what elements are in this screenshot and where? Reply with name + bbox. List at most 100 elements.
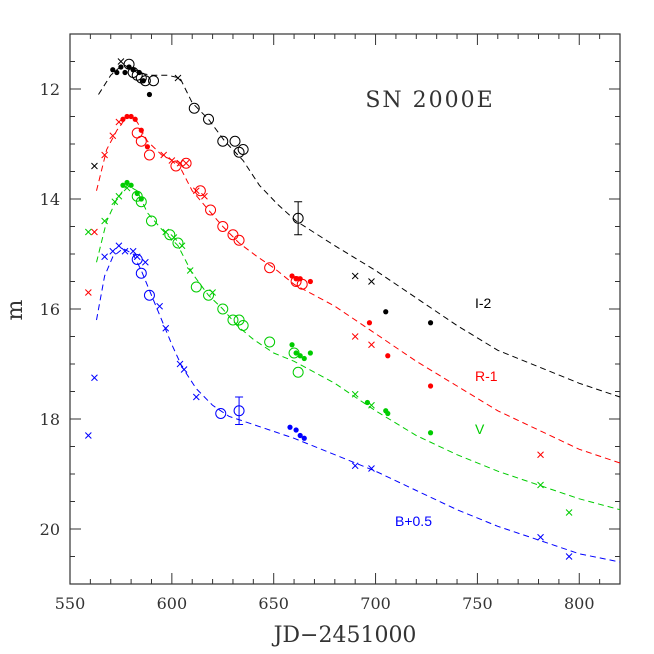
dot-point	[366, 320, 373, 326]
open-circle	[205, 204, 217, 216]
circle-point	[131, 254, 143, 265]
dot-point	[427, 430, 434, 436]
circle-point	[288, 347, 300, 359]
cross-point	[168, 157, 176, 164]
cross-stroke	[84, 228, 92, 236]
open-circle	[203, 289, 215, 301]
circle-point	[233, 234, 245, 246]
cross-stroke	[368, 401, 375, 409]
open-circle	[237, 144, 249, 155]
cross-stroke	[182, 159, 190, 167]
circle-point	[143, 149, 155, 161]
open-circle	[135, 135, 147, 147]
open-circle	[227, 229, 239, 241]
dot-point	[124, 113, 130, 120]
cross-point	[115, 192, 123, 200]
series-layer: I-2 R-1 V B+0.5	[84, 58, 621, 563]
open-circle	[217, 135, 229, 147]
circle-point	[135, 135, 147, 147]
y-tick-label: 16	[40, 300, 60, 319]
series-R-1: R-1	[84, 113, 621, 464]
cross-point	[368, 341, 375, 349]
dot-point	[301, 355, 307, 362]
circle-point	[135, 196, 147, 208]
open-circle	[131, 190, 143, 202]
cross-stroke	[565, 553, 573, 560]
open-circle	[227, 314, 239, 326]
open-circle	[143, 289, 155, 301]
cross-stroke	[121, 247, 129, 255]
cross-stroke	[368, 465, 375, 472]
dot-point	[132, 116, 138, 122]
dot-point	[383, 309, 389, 315]
open-circle	[190, 281, 202, 293]
open-circle	[148, 75, 160, 87]
x-tick-label: 700	[360, 594, 391, 613]
x-tick-label: 750	[462, 594, 493, 613]
cross-point	[192, 393, 200, 401]
open-circle	[139, 75, 151, 87]
open-circle	[180, 157, 192, 169]
open-circle	[135, 196, 147, 208]
cross-stroke	[192, 187, 200, 195]
dot-point	[307, 350, 313, 356]
open-circle	[215, 408, 227, 419]
circle-point	[164, 229, 176, 241]
cross-stroke	[84, 289, 92, 296]
open-circle	[135, 267, 147, 279]
x-tick-label: 800	[564, 594, 595, 613]
open-circle	[164, 229, 176, 241]
y-tick-label: 18	[40, 410, 60, 429]
cross-point	[115, 242, 123, 250]
x-tick-label: 600	[157, 594, 188, 613]
open-circle	[229, 135, 241, 147]
cross-stroke	[368, 278, 375, 285]
cross-stroke	[84, 432, 92, 439]
cross-point	[156, 302, 163, 310]
cross-stroke	[91, 228, 98, 236]
cross-point	[351, 333, 359, 340]
circle-point	[233, 314, 245, 326]
cross-stroke	[351, 272, 359, 280]
cross-point	[182, 159, 190, 167]
cross-point	[174, 74, 182, 82]
circle-point	[203, 289, 215, 301]
cross-point	[201, 192, 208, 200]
x-tick-label: 550	[55, 594, 86, 613]
cross-point	[129, 247, 137, 255]
circle-point	[215, 408, 227, 419]
cross-point	[91, 374, 98, 382]
dot-point	[385, 353, 391, 359]
dot-point	[289, 342, 295, 348]
circle-point	[290, 276, 302, 287]
cross-stroke	[160, 151, 168, 159]
circle-point	[131, 190, 143, 202]
cross-point	[565, 509, 573, 516]
circle-point	[170, 160, 182, 172]
cross-point	[91, 228, 98, 236]
cross-point	[101, 253, 108, 261]
y-tick-label: 20	[40, 520, 60, 539]
open-circle	[194, 185, 206, 197]
open-circle	[296, 278, 308, 290]
cross-point	[368, 465, 375, 472]
dot-point	[287, 424, 293, 430]
circle-point	[180, 157, 192, 169]
cross-point	[142, 258, 149, 266]
cross-point	[537, 533, 544, 541]
cross-stroke	[537, 451, 544, 459]
dot-point	[293, 276, 299, 282]
cross-stroke	[101, 151, 108, 159]
x-tick-labels: 550 600 650 700 750 800	[55, 594, 595, 613]
y-tick-labels: 12 14 16 18 20	[40, 80, 60, 539]
cross-stroke	[180, 366, 188, 373]
cross-point	[192, 187, 200, 195]
dot-point	[128, 182, 134, 188]
circle-point	[292, 201, 304, 236]
cross-point	[180, 366, 188, 373]
circle-point	[143, 289, 155, 301]
open-circle	[233, 234, 245, 246]
cross-point	[109, 132, 117, 140]
template-curve	[98, 63, 621, 398]
